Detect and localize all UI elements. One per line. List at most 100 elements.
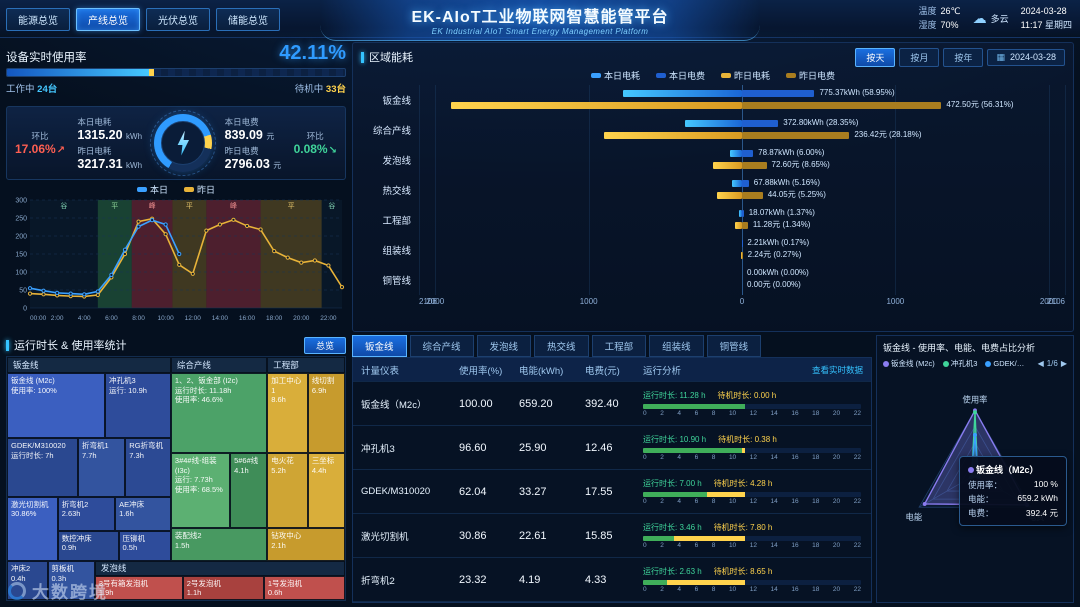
radar-legend-item-0[interactable]: 钣金线 (M2c) (883, 358, 935, 369)
treemap-block-2[interactable]: GDEK/M310020 运行时长: 7h (7, 438, 78, 497)
treemap-block-19[interactable]: 三坐标 4.4h (307, 452, 345, 529)
region-category: 铜管线 (382, 276, 411, 287)
block-label: 0.3h (51, 573, 67, 583)
tick: 0 (643, 454, 647, 461)
tab-6[interactable]: 铜管线 (706, 335, 762, 357)
region-row-0: 钣金线 775.37kWh (58.95%) 472.50元 (56.31%) (361, 85, 1065, 115)
timeline-bar (643, 536, 861, 541)
treemap-block-22[interactable]: 2号发泡机 1.1h (182, 575, 264, 600)
region-row-4: 工程部 18.07kWh (1.37%) 11.28元 (1.34%) (361, 205, 1065, 235)
tick: 2 (660, 454, 664, 461)
treemap-block-17[interactable]: 线切割 6.9h (307, 372, 345, 453)
tick: 2 (660, 498, 664, 505)
tick: 0 (643, 542, 647, 549)
svg-text:谷: 谷 (60, 201, 67, 210)
treemap-block-7[interactable]: AE冲床 1.6h (115, 496, 171, 531)
tick: 6 (694, 410, 699, 417)
tab-4[interactable]: 工程部 (591, 335, 647, 357)
treemap-block-20[interactable]: 钻攻中心 2.1h (267, 528, 345, 562)
treemap-block-16[interactable]: 加工中心1 8.6h (267, 372, 308, 453)
region-legend-item-1[interactable]: 本日电费 (655, 69, 705, 82)
period-button-0[interactable]: 按天 (855, 47, 896, 67)
treemap-block-4[interactable]: RG折弯机 7.3h (125, 438, 171, 497)
block-label: 4.1h (234, 465, 249, 475)
tab-0[interactable]: 钣金线 (352, 335, 407, 357)
bar-today-fee (742, 120, 779, 127)
tooltip-value: 659.2 kWh (1017, 493, 1058, 503)
region-legend-item-0[interactable]: 本日电耗 (590, 69, 640, 82)
treemap-block-11[interactable]: 剪板机 0.3h (47, 561, 95, 600)
kwh-value-label: 78.87kWh (6.00%) (758, 148, 825, 157)
temp-label: 温度 (918, 6, 937, 16)
fee-value-label: 11.28元 (1.34%) (752, 220, 811, 229)
radar-legend-item-1[interactable]: 冲孔机3 (942, 358, 977, 369)
realtime-data-link[interactable]: 查看实时数据 (811, 364, 863, 375)
tick: 16 (791, 586, 799, 593)
treemap-block-15[interactable]: 装配线2 1.5h (170, 528, 268, 562)
block-label: 1.9h (98, 588, 114, 598)
tick: 16 (791, 410, 799, 417)
treemap-block-5[interactable]: 激光切割机 30.86% (7, 496, 58, 562)
block-label: 0.6h (267, 588, 283, 598)
tick: 18 (812, 542, 820, 549)
region-chart-bars: 钣金线 775.37kWh (58.95%) 472.50元 (56.31%) 综合产… (361, 85, 1066, 295)
overview-button[interactable]: 总览 (303, 336, 346, 354)
treemap-block-21[interactable]: 3号有箱发泡机 1.9h (94, 575, 183, 600)
treemap-block-3[interactable]: 折弯机1 7.7h (77, 438, 126, 497)
region-legend-item-3[interactable]: 昨日电费 (786, 69, 835, 82)
legend-dot (942, 360, 949, 367)
tab-2[interactable]: 发泡线 (476, 335, 532, 357)
treemap-block-18[interactable]: 电火花 5.2h (267, 452, 308, 529)
radar-legend-item-2[interactable]: GDEK/… (985, 359, 1024, 368)
treemap-block-14[interactable]: 5#6#线 4.1h (230, 452, 268, 529)
region-bars: 2.21kWh (0.17%) 2.24元 (0.27%) (419, 235, 1065, 265)
kwh-stats-block: 本日电耗 1315.20 kWh 昨日电耗 3217.31 kWh (77, 113, 142, 174)
tab-3[interactable]: 热交线 (534, 335, 589, 357)
date-picker[interactable]: ▦ 2024-03-28 (987, 48, 1065, 66)
line-legend-item-0[interactable]: 本日 (136, 183, 168, 196)
region-legend-item-2[interactable]: 昨日电耗 (721, 69, 770, 82)
treemap-block-13[interactable]: 3#4#线-组装 (I3c) 运行: 7.73h 使用率: 68.5% (170, 452, 231, 529)
timeline-ticks: 0 2 4 6 8 10 12 14 16 18 20 22 (643, 542, 861, 549)
analysis-labels: 运行时长: 3.46 h 待机时长: 7.80 h (643, 522, 861, 533)
treemap-block-23[interactable]: 1号发泡机 0.6h (263, 575, 345, 600)
pager-next-icon[interactable]: ▶ (1060, 359, 1067, 368)
treemap-block-8[interactable]: 数控冲床 0.9h (57, 530, 119, 562)
cloud-icon: ☁ (972, 9, 987, 26)
nav-button-2[interactable]: 光伏总览 (146, 8, 210, 31)
meter-name: 冲孔机3 (361, 443, 395, 455)
radar-axis-label: 使用率 (963, 394, 988, 404)
nav-button-1[interactable]: 产线总览 (76, 8, 140, 31)
period-button-1[interactable]: 按月 (899, 47, 940, 67)
tab-1[interactable]: 综合产线 (409, 335, 474, 357)
svg-text:8:00: 8:00 (132, 315, 145, 322)
tick: 2 (660, 410, 664, 417)
working-value: 24台 (37, 84, 58, 95)
treemap-block-0[interactable]: 钣金线 (M2c) 使用率: 100% (7, 372, 106, 439)
nav-button-3[interactable]: 储能总览 (216, 8, 280, 31)
date-picker-value: 2024-03-28 (1009, 52, 1056, 62)
run-duration: 运行时长: 3.46 h (643, 523, 702, 532)
block-label: 使用率: 46.6% (174, 395, 223, 405)
grid-line (1065, 85, 1066, 295)
humidity-value: 70% (940, 20, 959, 30)
tick: 4 (677, 410, 681, 417)
table-row-1: 冲孔机3 96.60 25.90 12.46 运行时长: 10.90 h 待机时长: 0.… (353, 426, 871, 470)
treemap-block-9[interactable]: 压铆机 0.5h (118, 530, 171, 562)
period-button-2[interactable]: 按年 (943, 47, 984, 67)
svg-text:峰: 峰 (149, 201, 156, 210)
tick: 14 (770, 454, 778, 461)
nav-button-0[interactable]: 能源总览 (6, 8, 70, 31)
tab-5[interactable]: 组装线 (649, 335, 704, 357)
treemap-block-1[interactable]: 冲孔机3 运行: 10.9h (105, 372, 171, 439)
main-nav: 能源总览 产线总览 光伏总览 储能总览 (6, 8, 280, 31)
treemap-group-header: 发泡线 (94, 561, 345, 576)
treemap-block-6[interactable]: 折弯机2 2.63h (57, 496, 116, 531)
region-category: 钣金线 (382, 96, 411, 107)
treemap-block-12[interactable]: 1、2、钣金部 (I2c) 运行时长: 11.18h 使用率: 46.6% (170, 372, 268, 453)
fee-value-label: 472.50元 (56.31%) (946, 100, 1014, 109)
line-legend-item-1[interactable]: 昨日 (184, 183, 215, 196)
tick: 2 (660, 586, 664, 593)
pager-prev-icon[interactable]: ◀ (1037, 359, 1044, 368)
fee-value-label: 2.24元 (0.27%) (747, 250, 802, 259)
